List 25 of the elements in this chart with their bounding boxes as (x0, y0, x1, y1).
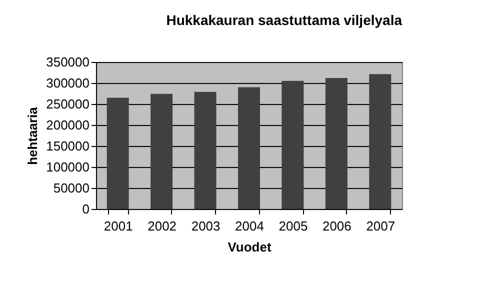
y-tick-label: 0 (82, 202, 90, 216)
x-tick-label: 2001 (104, 218, 133, 234)
x-axis-title: Vuodet (228, 240, 272, 254)
x-tick-label: 2003 (191, 218, 220, 234)
y-tick-label: 150000 (46, 138, 90, 154)
y-tick-label: 350000 (46, 54, 90, 70)
y-tick-label: 100000 (46, 160, 90, 174)
y-tick-label: 50000 (53, 180, 90, 196)
bar (194, 92, 216, 209)
x-tick-label: 2002 (148, 218, 177, 234)
y-axis-title: hehtaaria (25, 106, 40, 165)
x-tick-label: 2007 (366, 218, 396, 234)
bar (106, 98, 129, 209)
x-tick-label: 2005 (278, 218, 308, 234)
bar (150, 94, 173, 209)
y-tick-label: 250000 (46, 96, 90, 112)
x-tick-label: 2004 (235, 218, 264, 234)
x-tick-label: 2006 (322, 218, 352, 234)
bar (325, 78, 348, 209)
y-tick-label: 300000 (46, 76, 90, 90)
y-tick-label: 200000 (46, 118, 90, 132)
bar (238, 87, 260, 209)
chart-title: Hukkakauran saastuttama viljelyala (166, 12, 402, 28)
bar (369, 74, 392, 209)
bar (282, 80, 304, 209)
